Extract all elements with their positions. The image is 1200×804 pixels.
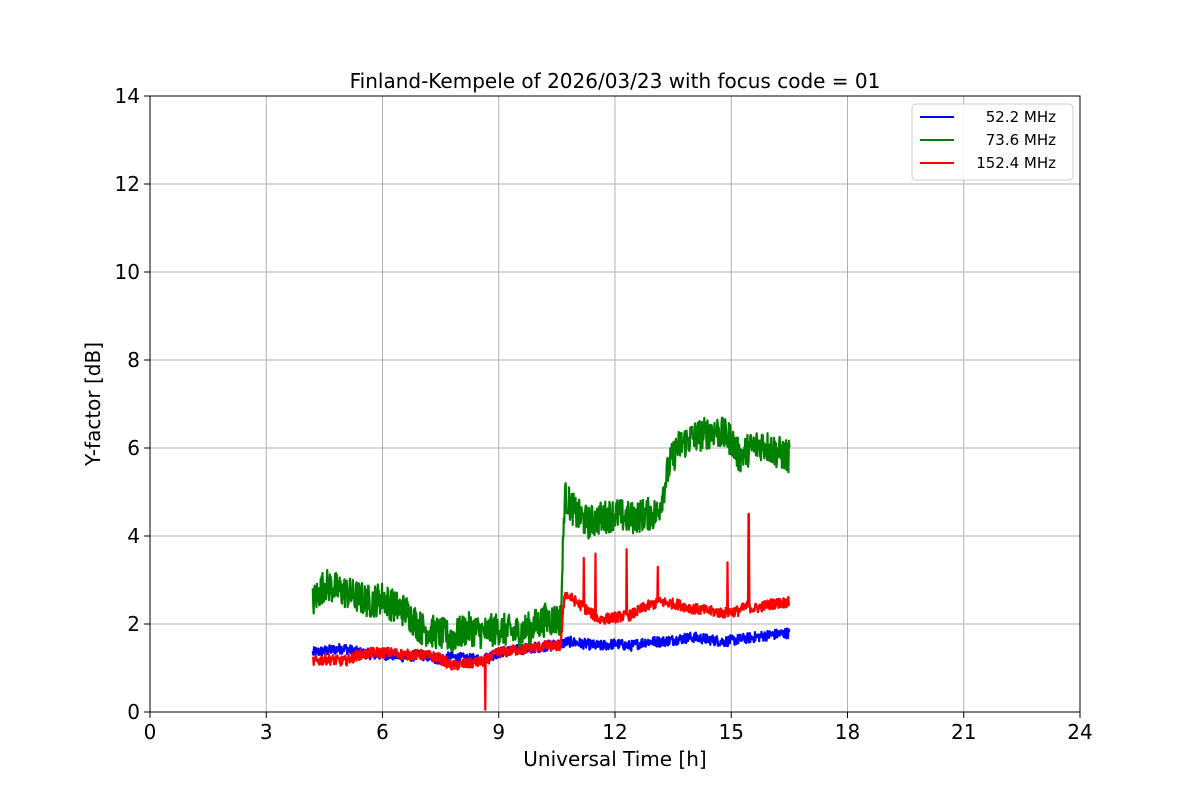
chart-title: Finland-Kempele of 2026/03/23 with focus… <box>350 69 881 93</box>
y-tick-label: 14 <box>115 84 140 108</box>
x-tick-label: 9 <box>492 720 505 744</box>
legend-label: 152.4 MHz <box>976 154 1056 172</box>
y-tick-label: 2 <box>127 612 140 636</box>
y-tick-label: 0 <box>127 700 140 724</box>
y-tick-label: 6 <box>127 436 140 460</box>
y-tick-label: 10 <box>115 260 140 284</box>
y-tick-label: 12 <box>115 172 140 196</box>
x-tick-label: 12 <box>602 720 627 744</box>
legend-box <box>911 103 1074 181</box>
series-line <box>311 512 791 711</box>
series-line <box>311 416 791 652</box>
y-tick-label: 4 <box>127 524 140 548</box>
legend-label: 52.2 MHz <box>986 108 1056 126</box>
x-axis-label: Universal Time [h] <box>523 747 706 771</box>
x-tick-label: 0 <box>144 720 157 744</box>
x-tick-label: 21 <box>951 720 976 744</box>
x-tick-label: 18 <box>835 720 860 744</box>
x-tick-label: 24 <box>1067 720 1092 744</box>
y-axis-label: Y-factor [dB] <box>81 342 105 467</box>
legend-label: 73.6 MHz <box>986 131 1056 149</box>
y-tick-label: 8 <box>127 348 140 372</box>
x-tick-label: 15 <box>719 720 744 744</box>
legend: 52.2 MHz 73.6 MHz 152.4 MHz <box>911 103 1074 181</box>
x-tick-label: 6 <box>376 720 389 744</box>
series-lines <box>311 416 791 711</box>
x-tick-label: 3 <box>260 720 273 744</box>
